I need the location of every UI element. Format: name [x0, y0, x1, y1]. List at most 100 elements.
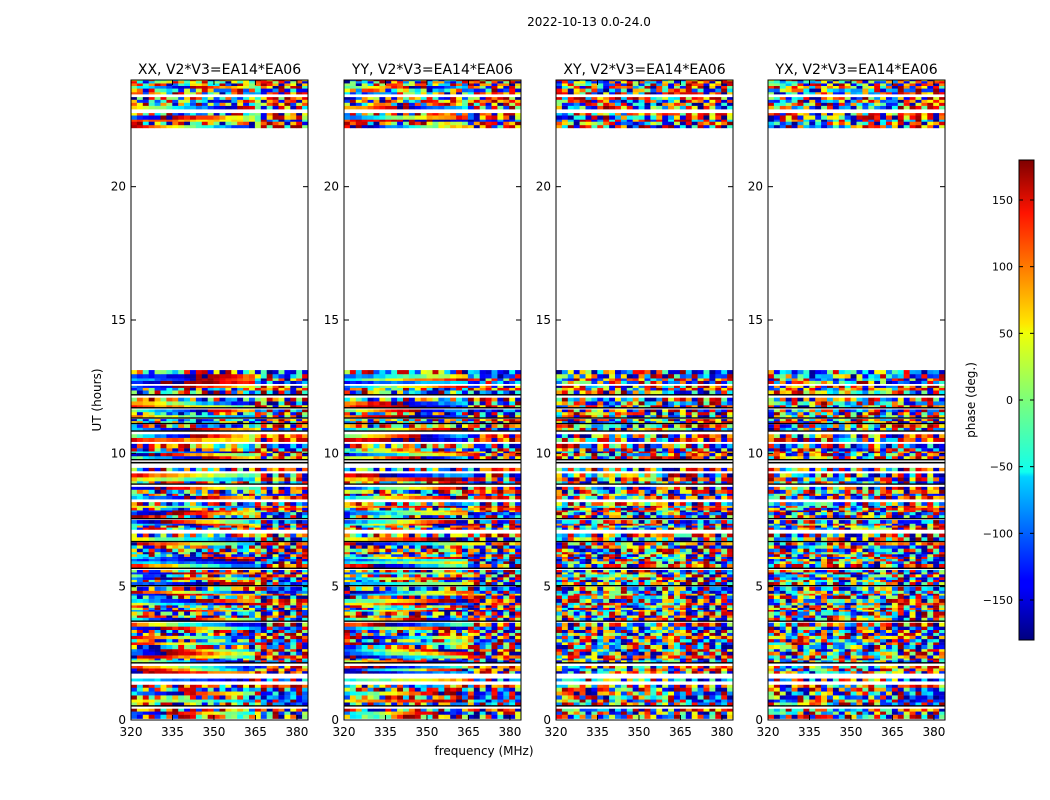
heatmap-cell — [136, 551, 144, 555]
heatmap-cell — [467, 671, 475, 674]
heatmap-cell — [497, 687, 504, 692]
heatmap-cell — [272, 658, 279, 661]
heatmap-cell — [131, 602, 138, 606]
heatmap-cell — [184, 502, 191, 506]
heatmap-cell — [154, 644, 161, 650]
heatmap-cell — [249, 577, 256, 580]
heatmap-cell — [403, 558, 410, 562]
heatmap-cell — [278, 473, 285, 478]
heatmap-cell — [290, 593, 297, 596]
heatmap-cell — [166, 551, 173, 555]
heatmap-cell — [296, 665, 303, 669]
heatmap-cell — [166, 437, 173, 442]
heatmap-cell — [349, 702, 357, 706]
heatmap-cell — [190, 390, 197, 395]
heatmap-cell — [467, 590, 475, 594]
heatmap-cell — [485, 558, 492, 562]
heatmap-cell — [213, 390, 220, 395]
heatmap-cell — [231, 602, 238, 606]
heatmap-cell — [272, 380, 279, 384]
heatmap-cell — [154, 486, 161, 490]
heatmap-cell — [131, 595, 138, 599]
heatmap-cell — [397, 598, 404, 603]
heatmap-cell — [408, 602, 416, 606]
heatmap-cell — [131, 374, 138, 379]
heatmap-cell — [195, 434, 203, 438]
heatmap-cell — [349, 651, 357, 656]
heatmap-cell — [237, 593, 244, 596]
heatmap-cell — [391, 695, 398, 700]
heatmap-cell — [260, 99, 267, 103]
heatmap-cell — [219, 556, 226, 559]
heatmap-cell — [361, 668, 368, 672]
heatmap-cell — [361, 593, 368, 596]
heatmap-cell — [414, 649, 421, 652]
heatmap-cell — [284, 605, 291, 608]
heatmap-cell — [397, 577, 404, 580]
heatmap-cell — [172, 420, 179, 423]
heatmap-cell — [450, 556, 457, 559]
heatmap-cell — [491, 554, 498, 557]
heatmap-cell — [243, 617, 250, 621]
heatmap-cell — [361, 595, 368, 599]
heatmap-cell — [491, 635, 498, 640]
heatmap-cell — [225, 390, 232, 395]
heatmap-cell — [385, 708, 392, 712]
heatmap-cell — [184, 711, 191, 715]
heatmap-cell — [278, 638, 285, 643]
heatmap-cell — [142, 609, 149, 612]
heatmap-cell — [142, 708, 149, 712]
heatmap-cell — [503, 554, 510, 557]
heatmap-cell — [296, 80, 303, 84]
heatmap-cell — [249, 708, 256, 712]
scan-separator — [344, 584, 521, 587]
heatmap-cell — [456, 651, 463, 656]
heatmap-cell — [355, 548, 362, 553]
heatmap-cell — [190, 511, 197, 516]
heatmap-cell — [225, 456, 232, 459]
heatmap-cell — [302, 626, 309, 630]
heatmap-cell — [355, 569, 362, 573]
heatmap-cell — [201, 649, 208, 652]
heatmap-cell — [201, 590, 208, 594]
heatmap-cell — [190, 609, 197, 612]
heatmap-cell — [462, 561, 469, 564]
heatmap-cell — [243, 113, 250, 116]
heatmap-cell — [278, 523, 285, 526]
heatmap-cell — [432, 609, 439, 612]
heatmap-cell — [385, 574, 392, 578]
heatmap-cell — [207, 617, 214, 621]
heatmap-cell — [213, 405, 220, 408]
heatmap-cell — [225, 525, 232, 528]
heatmap-cell — [379, 655, 386, 659]
heatmap-cell — [426, 607, 433, 610]
heatmap-cell — [467, 593, 475, 596]
heatmap-cell — [485, 626, 492, 630]
heatmap-cell — [249, 554, 256, 557]
heatmap-cell — [136, 714, 144, 719]
heatmap-cell — [515, 551, 522, 555]
heatmap-cell — [160, 88, 167, 93]
heatmap-cell — [361, 687, 368, 692]
heatmap-cell — [142, 569, 149, 573]
heatmap-cell — [420, 617, 427, 621]
heatmap-cell — [213, 581, 220, 585]
heatmap-cell — [344, 558, 351, 562]
heatmap-cell — [219, 437, 226, 442]
heatmap-cell — [172, 424, 179, 428]
heatmap-cell — [237, 493, 244, 496]
heatmap-cell — [178, 434, 185, 438]
heatmap-cell — [503, 605, 510, 608]
heatmap-cell — [207, 678, 214, 682]
heatmap-cell — [131, 502, 138, 506]
heatmap-cell — [426, 595, 433, 599]
heatmap-cell — [355, 574, 362, 578]
heatmap-cell — [237, 92, 244, 95]
heatmap-cell — [266, 572, 273, 575]
heatmap-cell — [190, 121, 197, 126]
heatmap-cell — [361, 684, 368, 688]
heatmap-cell — [148, 419, 155, 422]
heatmap-cell — [414, 554, 421, 557]
heatmap-cell — [497, 638, 504, 643]
heatmap-cell — [172, 572, 179, 575]
